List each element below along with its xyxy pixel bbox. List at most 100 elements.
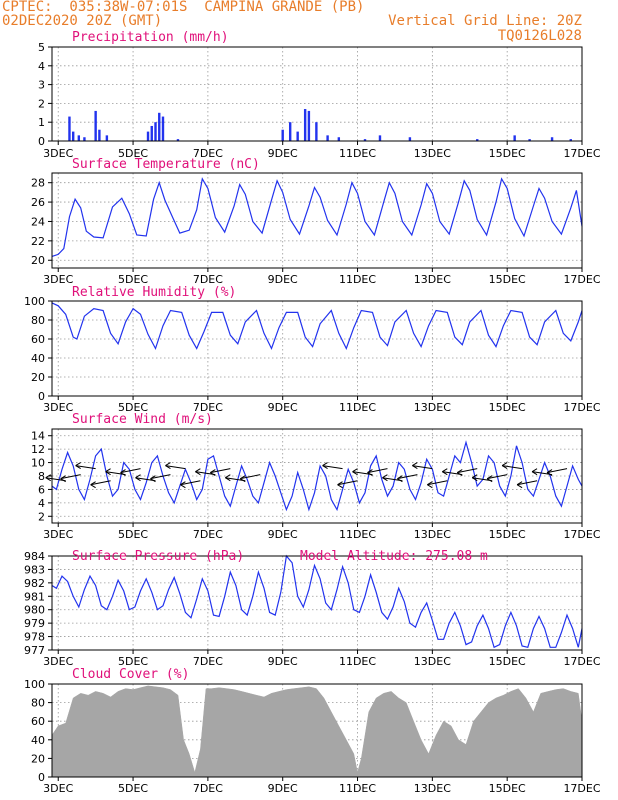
wind-arrowhead-3 (90, 481, 96, 489)
cloud-xtick-label-1: 5DEC (118, 782, 148, 795)
wind-arrow-17 (367, 468, 388, 474)
temp-xtick-label-5: 13DEC (414, 273, 451, 286)
pressure-line (51, 554, 583, 649)
wind-panel (45, 428, 583, 527)
temp-xtick-label-2: 7DEC (193, 273, 223, 286)
humidity-xtick-label-4: 11DEC (339, 401, 376, 414)
pressure-ytick-label-1: 978 (24, 631, 45, 644)
pressure-frame (51, 555, 583, 651)
wind-arrowhead-24 (471, 474, 478, 482)
precip-xtick-label-2: 7DEC (193, 147, 223, 160)
precip-bar-23 (408, 137, 412, 141)
wind-xtick-label-3: 9DEC (268, 528, 298, 541)
cloud-xtick-label-7: 17DEC (563, 782, 600, 795)
wind-ytick-label-2: 6 (38, 483, 45, 496)
wind-arrow-15 (337, 480, 358, 486)
wind-arrowhead-23 (456, 469, 463, 477)
cloud-xtick-label-0: 3DEC (43, 782, 73, 795)
precip-bar-1 (72, 131, 75, 141)
pressure-ytick-label-2: 979 (24, 617, 45, 630)
wind-arrowhead-8 (165, 462, 171, 470)
temp-line (51, 177, 583, 257)
temp-frame (51, 172, 583, 269)
wind-line (51, 440, 583, 512)
precip-bar-21 (363, 139, 367, 141)
humidity-xtick-label-7: 17DEC (563, 401, 600, 414)
humidity-xtick-label-1: 5DEC (118, 401, 148, 414)
wind-arrow-21 (427, 480, 448, 486)
wind-arrow-11 (210, 468, 231, 474)
precip-xtick-label-0: 3DEC (43, 147, 73, 160)
wind-arrow-19 (397, 474, 418, 480)
wind-arrowhead-12 (225, 474, 231, 482)
wind-ytick-label-6: 14 (31, 430, 45, 443)
temp-xtick-label-1: 5DEC (118, 273, 148, 286)
humidity-line (51, 302, 583, 351)
temp-ytick-label-1: 22 (31, 235, 45, 248)
wind-arrowhead-11 (210, 469, 216, 477)
temp-ytick-label-4: 28 (31, 177, 45, 190)
precip-bar-3 (83, 137, 86, 141)
pressure-xtick-label-1: 5DEC (118, 655, 148, 668)
temp-ytick-label-0: 20 (31, 254, 45, 267)
pressure-xtick-label-0: 3DEC (43, 655, 73, 668)
precip-bar-5 (98, 129, 101, 141)
precip-bar-15 (296, 131, 299, 141)
precip-bar-8 (150, 125, 153, 141)
precip-ytick-label-1: 1 (38, 116, 45, 129)
precip-title: Precipitation (mm/h) (72, 30, 229, 45)
cloud-ytick-label-5: 100 (24, 678, 45, 691)
precip-bar-28 (569, 139, 572, 141)
precip-xtick-label-1: 5DEC (118, 147, 148, 160)
wind-xtick-label-5: 13DEC (414, 528, 451, 541)
humidity-panel (48, 300, 583, 400)
pressure-xtick-label-2: 7DEC (193, 655, 223, 668)
cloud-ytick-label-0: 0 (38, 771, 45, 784)
wind-arrowhead-28 (531, 468, 538, 476)
wind-arrowhead-16 (352, 468, 358, 476)
cloud-xtick-label-4: 11DEC (339, 782, 376, 795)
wind-arrowhead-14 (322, 462, 328, 470)
precip-bar-22 (378, 135, 382, 141)
precip-bar-12 (176, 139, 180, 141)
wind-arrowhead-1 (60, 475, 66, 483)
wind-arrowhead-20 (412, 462, 418, 470)
wind-arrowhead-6 (135, 474, 141, 482)
wind-arrowhead-29 (546, 469, 553, 477)
wind-arrowhead-10 (195, 468, 201, 476)
wind-arrow-14 (322, 465, 343, 470)
wind-arrow-7 (150, 474, 171, 480)
cloud-area (51, 685, 583, 778)
wind-arrowhead-5 (120, 469, 126, 477)
cloud-xtick-label-2: 7DEC (193, 782, 223, 795)
humidity-xtick-label-3: 9DEC (268, 401, 298, 414)
wind-arrow-27 (517, 480, 538, 486)
pressure-ytick-label-4: 981 (24, 590, 45, 603)
wind-arrowhead-26 (501, 462, 508, 470)
wind-xtick-label-2: 7DEC (193, 528, 223, 541)
humidity-ytick-label-4: 80 (31, 314, 45, 327)
cloud-ytick-label-4: 80 (31, 697, 45, 710)
precip-bar-17 (307, 110, 311, 141)
wind-arrowhead-18 (382, 474, 388, 482)
precip-ytick-label-4: 4 (38, 60, 45, 73)
pressure-ytick-label-3: 980 (24, 604, 45, 617)
wind-ytick-label-4: 10 (31, 457, 45, 470)
temp-ytick-label-3: 26 (31, 196, 45, 209)
temp-ytick-label-2: 24 (31, 215, 45, 228)
temp-panel (48, 172, 583, 272)
precip-bar-4 (94, 110, 97, 141)
precip-bar-10 (158, 112, 161, 141)
precip-bar-2 (77, 135, 81, 141)
wind-arrow-25 (487, 474, 508, 480)
wind-ytick-label-3: 8 (38, 470, 45, 483)
pressure-panel (48, 554, 583, 654)
temp-xtick-label-6: 15DEC (489, 273, 526, 286)
humidity-ytick-label-1: 20 (31, 371, 45, 384)
wind-xtick-label-1: 5DEC (118, 528, 148, 541)
precip-bar-25 (513, 135, 516, 141)
wind-arrowhead-2 (75, 462, 81, 470)
temp-title: Surface Temperature (nC) (72, 157, 260, 172)
cloud-xtick-label-5: 13DEC (414, 782, 451, 795)
